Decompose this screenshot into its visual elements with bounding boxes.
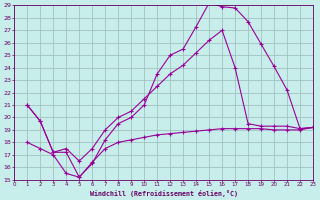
X-axis label: Windchill (Refroidissement éolien,°C): Windchill (Refroidissement éolien,°C) xyxy=(90,190,238,197)
